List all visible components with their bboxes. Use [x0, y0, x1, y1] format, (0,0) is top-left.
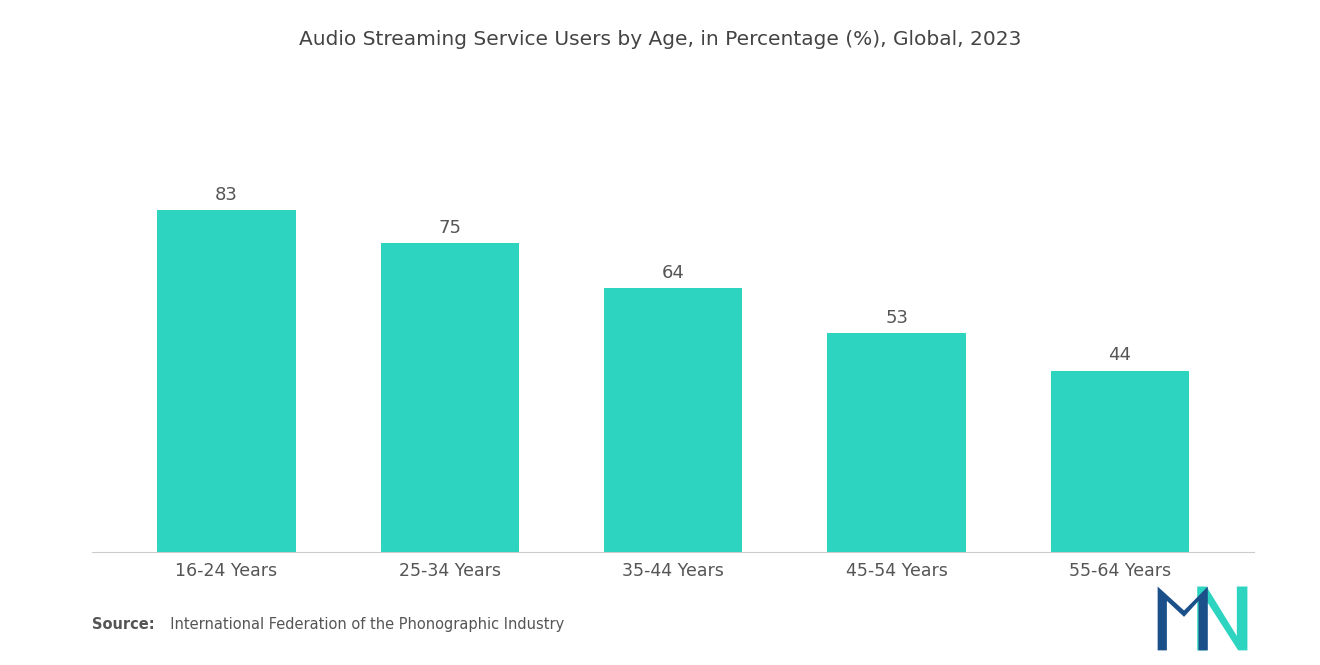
Text: 75: 75 — [438, 219, 461, 237]
Bar — [605, 288, 742, 552]
Text: 53: 53 — [886, 309, 908, 327]
Polygon shape — [1158, 587, 1208, 650]
Bar — [1051, 370, 1189, 552]
Polygon shape — [1197, 587, 1247, 650]
Bar — [157, 209, 296, 552]
Bar — [828, 333, 966, 552]
Bar — [380, 243, 519, 552]
Text: Audio Streaming Service Users by Age, in Percentage (%), Global, 2023: Audio Streaming Service Users by Age, in… — [298, 30, 1022, 49]
Text: 83: 83 — [215, 186, 238, 203]
Text: International Federation of the Phonographic Industry: International Federation of the Phonogra… — [161, 616, 564, 632]
Text: Source:: Source: — [92, 616, 154, 632]
Text: 64: 64 — [661, 264, 685, 282]
Text: 44: 44 — [1109, 346, 1131, 364]
